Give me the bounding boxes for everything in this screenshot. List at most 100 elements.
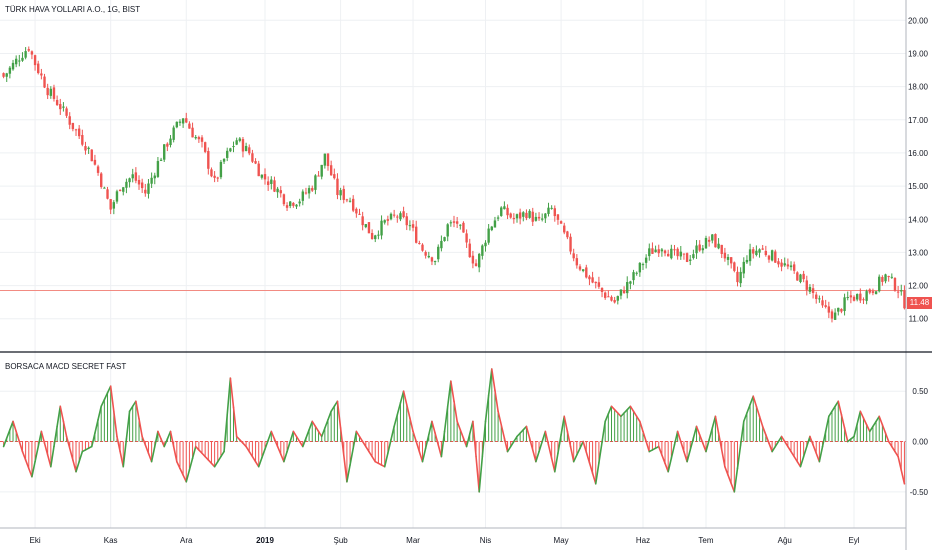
candle-body <box>777 261 780 265</box>
macd-line-segment <box>446 380 452 408</box>
macd-line-segment <box>21 450 27 461</box>
candle-body <box>676 248 679 257</box>
candle-body <box>62 106 65 108</box>
candle-body <box>24 51 27 58</box>
macd-line-segment <box>582 440 588 453</box>
macd-line-segment <box>387 439 392 455</box>
macd-line-segment <box>894 450 899 458</box>
macd-line-segment <box>292 430 298 438</box>
macd-line-segment <box>9 420 14 431</box>
candle-body <box>666 253 670 257</box>
candle-body <box>799 274 802 283</box>
candle-body <box>37 63 40 74</box>
candle-body <box>591 277 594 283</box>
candle-body <box>537 216 541 219</box>
macd-line-segment <box>251 455 257 463</box>
candle-body <box>742 261 745 274</box>
macd-line-segment <box>399 390 405 404</box>
macd-line-segment <box>887 440 893 448</box>
macd-line-segment <box>670 444 676 460</box>
macd-line-segment <box>383 452 389 468</box>
candle-body <box>616 296 619 301</box>
macd-line-segment <box>15 430 21 443</box>
candle-body <box>862 299 865 301</box>
candle-body <box>648 248 651 257</box>
candle-body <box>528 210 531 218</box>
macd-line-segment <box>818 445 824 463</box>
candle-body <box>500 207 503 216</box>
macd-line-segment <box>153 430 159 448</box>
candle-body <box>550 207 553 209</box>
candle-body <box>289 201 292 207</box>
macd-line-segment <box>783 440 789 448</box>
candle-body <box>663 250 667 254</box>
candle-body <box>770 250 774 261</box>
candle-body <box>276 188 279 193</box>
macd-line-segment <box>531 449 537 463</box>
macd-line-segment <box>94 418 99 434</box>
macd-line-segment <box>179 467 184 476</box>
price-tick-label: 12.00 <box>908 282 929 291</box>
macd-line-segment <box>824 415 830 433</box>
candle-body <box>846 297 849 299</box>
candle-body <box>216 177 219 179</box>
candle-body <box>118 189 122 192</box>
candle-body <box>900 290 903 292</box>
candle-body <box>575 258 579 266</box>
candle-body <box>796 272 799 281</box>
macd-line-segment <box>157 430 162 440</box>
candle-body <box>166 143 169 147</box>
macd-line-segment <box>365 445 370 453</box>
candle-body <box>427 255 430 258</box>
macd-line-segment <box>46 454 52 468</box>
candle-body <box>855 294 859 300</box>
macd-line-segment <box>459 428 465 439</box>
time-tick-label: May <box>554 536 569 545</box>
macd-line-segment <box>68 447 74 461</box>
candle-body <box>348 200 352 202</box>
macd-line-segment <box>103 392 109 401</box>
macd-line-segment <box>346 464 351 483</box>
macd-line-segment <box>809 435 814 446</box>
macd-line-segment <box>59 405 65 423</box>
candle-body <box>292 202 295 206</box>
macd-line-segment <box>777 435 783 443</box>
macd-line-segment <box>664 462 669 473</box>
candle-body <box>329 165 333 176</box>
candle-body <box>522 212 525 217</box>
oscillator-tick-label: 0.50 <box>912 387 928 396</box>
candle-body <box>49 88 53 96</box>
macd-line-segment <box>714 415 720 434</box>
candle-body <box>865 291 868 301</box>
macd-line-segment <box>314 425 320 433</box>
candle-body <box>235 140 238 145</box>
candle-body <box>304 192 308 194</box>
candle-body <box>358 213 361 215</box>
candle-body <box>33 55 37 66</box>
candle-body <box>181 118 185 124</box>
macd-line-segment <box>355 430 361 438</box>
macd-line-segment <box>557 434 562 455</box>
candle-body <box>484 242 487 247</box>
time-tick-label: Nis <box>480 536 492 545</box>
macd-line-segment <box>100 398 106 408</box>
candle-body <box>342 188 345 200</box>
macd-line-segment <box>604 413 610 423</box>
macd-line-segment <box>853 423 858 438</box>
candle-body <box>244 145 248 152</box>
candle-body <box>868 289 871 293</box>
price-tick-label: 11.00 <box>909 315 929 324</box>
macd-line-segment <box>538 440 543 453</box>
macd-line-segment <box>601 420 606 443</box>
candle-body <box>446 224 449 237</box>
price-tick-label: 20.00 <box>908 16 929 25</box>
macd-line-segment <box>724 465 729 476</box>
candle-body <box>266 181 270 185</box>
candle-body <box>481 245 484 256</box>
candle-body <box>402 211 405 218</box>
macd-line-segment <box>109 385 115 413</box>
candle-body <box>534 216 538 221</box>
macd-line-segment <box>566 430 572 448</box>
